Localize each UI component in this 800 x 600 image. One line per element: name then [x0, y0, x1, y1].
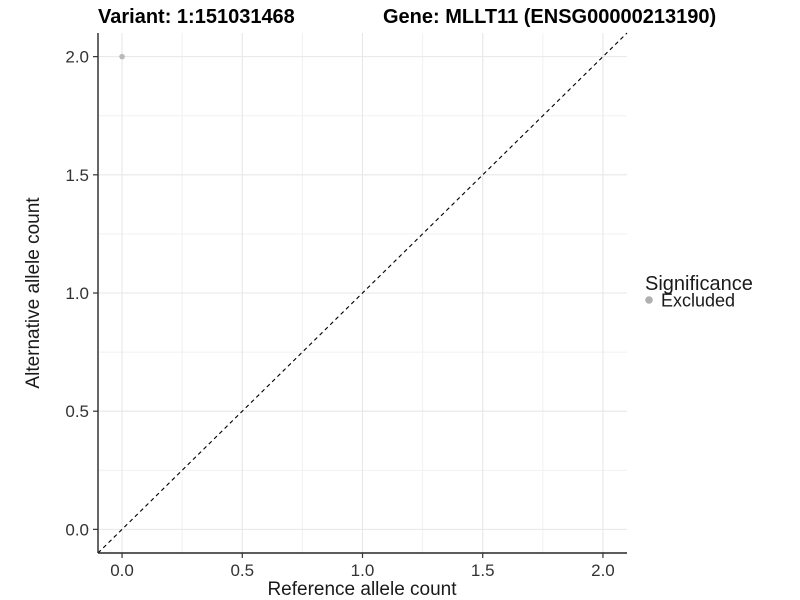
x-tick-label: 1.0	[351, 561, 375, 580]
grid-major-layer	[98, 33, 627, 553]
y-tick-label: 0.5	[65, 402, 89, 421]
x-tick-label: 2.0	[591, 561, 615, 580]
identity-line-layer	[97, 32, 628, 554]
tick-layer	[93, 56, 604, 558]
legend-entry-label: Excluded	[661, 291, 735, 311]
y-tick-label: 2.0	[65, 48, 89, 67]
plot-title-gene: Gene: MLLT11 (ENSG00000213190)	[383, 6, 716, 28]
legend-title: Significance	[645, 273, 753, 295]
y-tick-label: 1.5	[65, 166, 89, 185]
data-point	[119, 53, 125, 60]
x-tick-label: 1.5	[471, 561, 495, 580]
legend-entries: Excluded	[645, 291, 735, 311]
x-tick-label: 0.0	[110, 561, 134, 580]
tick-label-layer: 0.0 0.5 1.0 1.5 2.0 0.0 0.5 1.0 1.5 2.0	[65, 48, 614, 580]
plot-title-variant: Variant: 1:151031468	[98, 6, 295, 28]
legend-key-dot	[645, 296, 653, 304]
legend: Significance Excluded	[645, 273, 753, 311]
x-tick-label: 0.5	[230, 561, 254, 580]
identity-dashed-line	[97, 32, 628, 554]
y-tick-label: 0.0	[65, 520, 89, 539]
x-axis-title: Reference allele count	[267, 579, 457, 600]
y-axis-title: Alternative allele count	[23, 197, 44, 389]
points-layer	[119, 53, 125, 60]
y-tick-label: 1.0	[65, 284, 89, 303]
